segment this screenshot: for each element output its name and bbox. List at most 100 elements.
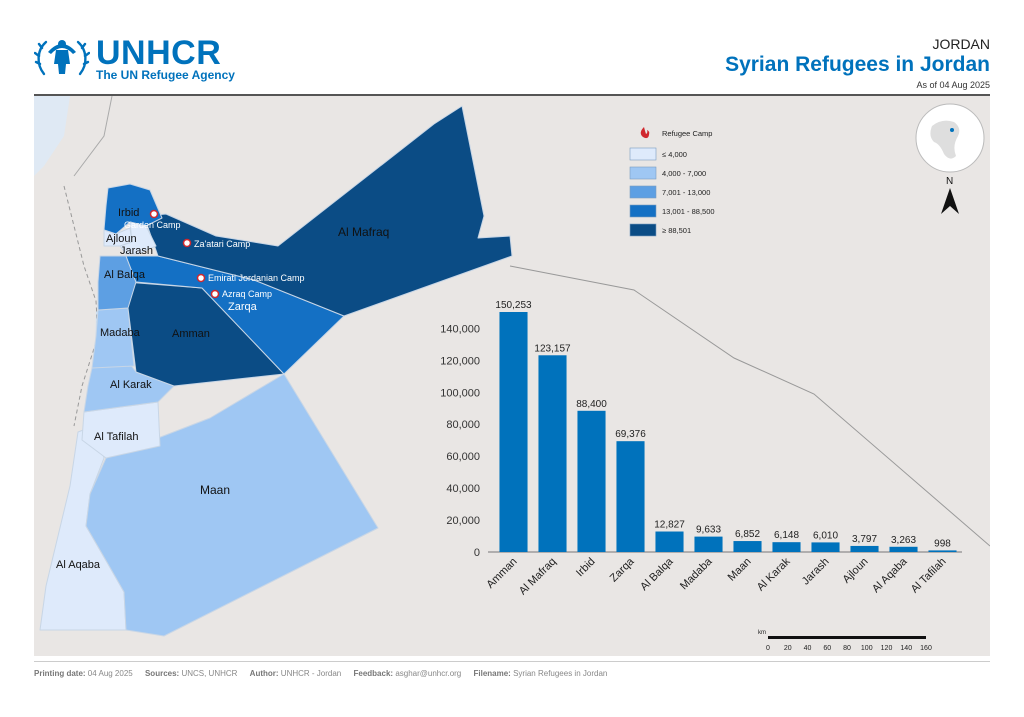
y-tick-label: 60,000 xyxy=(446,451,480,463)
unhcr-logo: UNHCR The UN Refugee Agency xyxy=(34,34,244,84)
bar-value-label: 6,852 xyxy=(735,529,760,540)
y-tick-label: 20,000 xyxy=(446,515,480,527)
label-al-mafraq: Al Mafraq xyxy=(338,225,389,239)
label-jarash: Jarash xyxy=(120,245,153,257)
label-al-balqa: Al Balqa xyxy=(104,269,146,281)
legend-camp-label: Refugee Camp xyxy=(662,129,712,138)
camp-label-emirati: Emirati Jordanian Camp xyxy=(208,273,305,283)
x-tick-label: Al Tafilah xyxy=(909,556,949,596)
label-zarqa: Zarqa xyxy=(228,301,258,313)
x-tick-label: Irbid xyxy=(574,556,598,580)
north-arrow-icon xyxy=(941,188,959,214)
camp-marker-garden: Garden Camp xyxy=(124,209,181,230)
legend-class-label-3: 13,001 - 88,500 xyxy=(662,207,715,216)
legend-swatch-2 xyxy=(629,185,657,199)
north-arrow: N xyxy=(941,176,959,214)
camp-marker-zaatari: Za'atari Camp xyxy=(182,238,250,249)
refugee-camp-icon xyxy=(640,127,650,139)
camp-label-azraq: Azraq Camp xyxy=(222,289,272,299)
camp-label-garden: Garden Camp xyxy=(124,220,181,230)
map-legend: Refugee Camp ≤ 4,000 4,000 - 7,000 7,001 -… xyxy=(629,127,715,237)
scale-bar-line xyxy=(768,636,926,639)
camp-marker-azraq: Azraq Camp xyxy=(210,289,272,299)
unhcr-emblem-icon xyxy=(34,40,90,76)
bar-value-label: 6,148 xyxy=(774,530,799,541)
bar-amman xyxy=(499,312,528,552)
footer-author: Author: UNHCR - Jordan xyxy=(249,669,342,678)
label-al-tafilah: Al Tafilah xyxy=(94,431,138,443)
international-border xyxy=(63,185,99,427)
y-tick-label: 0 xyxy=(474,547,480,559)
y-tick-label: 80,000 xyxy=(446,419,480,431)
governorate-al-mafraq xyxy=(143,105,513,317)
map-canvas: Irbid Ajloun Jarash Al Balqa Al Mafraq Z… xyxy=(34,96,990,652)
scale-bar: km 0 20 40 60 80 100 120 140 160 xyxy=(758,630,932,652)
x-tick-label: Al Karak xyxy=(755,555,793,593)
country-label: JORDAN xyxy=(932,36,990,52)
bar-value-label: 12,827 xyxy=(654,520,685,531)
scale-tick-label: 0 xyxy=(766,645,770,652)
bar-value-label: 3,797 xyxy=(852,534,877,545)
scale-tick-label: 160 xyxy=(920,645,932,652)
bar-irbid xyxy=(577,410,606,552)
bar-al-aqaba xyxy=(889,546,918,552)
legend-swatch-0 xyxy=(629,147,657,161)
footer-feedback[interactable]: Feedback: asghar@unhcr.org xyxy=(353,669,462,678)
globe-locator xyxy=(915,103,985,173)
label-amman: Amman xyxy=(172,328,210,340)
header-divider xyxy=(34,94,990,96)
legend-class-label-0: ≤ 4,000 xyxy=(662,150,687,159)
scale-tick-label: 80 xyxy=(843,645,851,652)
legend-class-label-1: 4,000 - 7,000 xyxy=(662,169,706,178)
refugees-bar-chart: 0 20,000 40,000 60,000 80,000 100,000 120,000 1… xyxy=(440,300,962,597)
footer-printing-date: Printing date: 04 Aug 2025 xyxy=(34,669,133,678)
x-tick-label: Al Aqaba xyxy=(870,555,910,595)
scale-tick-label: 120 xyxy=(881,645,893,652)
scale-tick-label: 60 xyxy=(823,645,831,652)
x-tick-label: Maan xyxy=(726,556,754,584)
x-tick-label: Al Mafraq xyxy=(517,556,559,598)
bar-value-label: 88,400 xyxy=(576,399,607,410)
bar-jarash xyxy=(811,542,840,552)
org-name: UNHCR xyxy=(96,34,222,72)
label-al-aqaba: Al Aqaba xyxy=(56,559,101,571)
y-tick-label: 100,000 xyxy=(440,387,480,399)
page-title: Syrian Refugees in Jordan xyxy=(725,53,990,76)
scale-unit: km xyxy=(758,630,766,636)
scale-tick-label: 20 xyxy=(784,645,792,652)
bar-maan xyxy=(733,541,762,552)
bar-value-label: 123,157 xyxy=(534,343,571,354)
northern-border-line xyxy=(73,96,113,177)
label-madaba: Madaba xyxy=(100,327,141,339)
footer: Printing date: 04 Aug 2025 Sources: UNCS… xyxy=(34,669,617,678)
legend-class-label-2: 7,001 - 13,000 xyxy=(662,188,710,197)
governorate-jarash xyxy=(119,221,157,255)
x-tick-label: Ajloun xyxy=(841,556,871,586)
bar-zarqa xyxy=(616,441,645,552)
bar-madaba xyxy=(694,536,723,552)
bar-value-label: 9,633 xyxy=(696,525,721,536)
bar-al-tafilah xyxy=(928,550,957,552)
scale-tick-label: 140 xyxy=(900,645,912,652)
label-al-karak: Al Karak xyxy=(110,379,152,391)
label-irbid: Irbid xyxy=(118,207,139,219)
y-tick-label: 140,000 xyxy=(440,323,480,335)
y-tick-label: 120,000 xyxy=(440,355,480,367)
x-tick-label: Jarash xyxy=(800,556,832,588)
footer-divider xyxy=(34,661,990,662)
scale-tick-label: 100 xyxy=(861,645,873,652)
footer-filename: Filename: Syrian Refugees in Jordan xyxy=(473,669,608,678)
bar-value-label: 3,263 xyxy=(891,535,916,546)
scale-tick-label: 40 xyxy=(804,645,812,652)
bar-al-mafraq xyxy=(538,355,567,552)
x-tick-label: Amman xyxy=(484,556,519,591)
bar-value-label: 150,253 xyxy=(495,300,532,311)
y-tick-label: 40,000 xyxy=(446,483,480,495)
bar-ajloun xyxy=(850,545,879,552)
legend-class-label-4: ≥ 88,501 xyxy=(662,226,691,235)
x-tick-label: Madaba xyxy=(678,555,715,592)
bar-al-balqa xyxy=(655,531,684,552)
as-of-date: As of 04 Aug 2025 xyxy=(916,80,990,90)
label-maan: Maan xyxy=(200,483,230,497)
x-tick-label: Al Balqa xyxy=(638,555,676,593)
